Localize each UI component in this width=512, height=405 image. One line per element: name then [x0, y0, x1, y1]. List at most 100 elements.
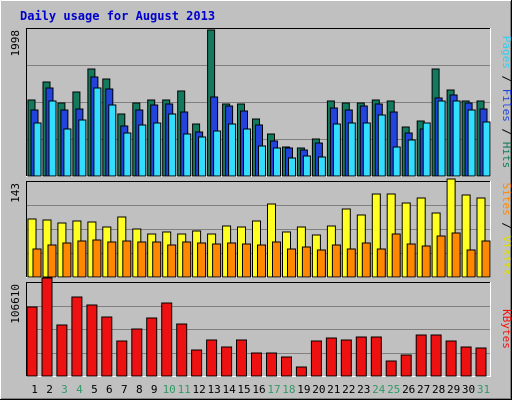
panel-kbytes-axis-title: KBytes [500, 309, 512, 349]
bar-pages-day-17 [273, 147, 281, 177]
bar-pages-day-22 [347, 122, 356, 177]
x-tick-label-day-7: 7 [121, 383, 128, 396]
bar-visits-day-26 [401, 202, 411, 278]
bar-sites-day-14 [227, 242, 237, 278]
bar-pages-day-4 [78, 119, 87, 177]
panel-kbytes-axis-title-part-0: KBytes [500, 309, 512, 349]
bar-kbytes-day-2 [41, 277, 53, 377]
bar-sites-day-2 [47, 244, 57, 278]
bar-sites-day-5 [92, 239, 102, 278]
bar-kbytes-day-15 [236, 339, 247, 377]
panel-requests-axis-title-part-1: / [500, 69, 512, 89]
bar-pages-day-3 [63, 128, 72, 177]
x-tick-label-day-25: 25 [387, 383, 400, 396]
panel-requests-axis-title-part-3: / [500, 122, 512, 142]
bar-pages-day-18 [288, 157, 296, 177]
panel-requests: 1998 Pages / Files / Hits [9, 28, 512, 177]
bar-sites-day-16 [257, 244, 266, 278]
bar-visits-day-31 [476, 197, 486, 278]
bar-visits-day-29 [446, 178, 456, 278]
bar-sites-day-22 [346, 248, 356, 278]
bar-pages-day-9 [153, 122, 162, 177]
bar-sites-day-31 [481, 240, 491, 278]
chart-title: Daily usage for August 2013 [20, 9, 215, 23]
chart-panels: 1998 Pages / Files / Hits 143 Sites / Visit… [9, 28, 512, 377]
bar-sites-day-6 [107, 241, 117, 278]
bar-pages-day-5 [93, 87, 102, 177]
bar-visits-day-22 [341, 208, 351, 278]
bar-sites-day-21 [331, 244, 341, 278]
bar-sites-day-4 [77, 240, 87, 278]
bar-pages-day-14 [228, 123, 237, 177]
x-tick-label-day-31: 31 [477, 383, 490, 396]
bar-kbytes-day-27 [415, 334, 427, 377]
bar-pages-day-12 [198, 136, 207, 177]
bar-kbytes-day-12 [191, 349, 203, 377]
bar-pages-day-30 [467, 109, 476, 177]
x-tick-label-day-10: 10 [163, 383, 176, 396]
x-tick-label-day-17: 17 [267, 383, 280, 396]
bar-sites-day-8 [137, 241, 147, 278]
x-tick-label-day-29: 29 [447, 383, 460, 396]
bar-pages-day-29 [452, 100, 461, 177]
bar-kbytes-day-26 [400, 354, 412, 377]
bar-kbytes-day-23 [355, 336, 367, 377]
x-tick-label-day-13: 13 [207, 383, 220, 396]
x-tick-label-day-5: 5 [91, 383, 98, 396]
bar-sites-day-12 [197, 242, 207, 278]
bar-pages-day-21 [332, 123, 341, 177]
bar-pages-day-16 [258, 145, 266, 177]
bar-kbytes-day-21 [325, 337, 337, 377]
x-tick-label-day-22: 22 [342, 383, 355, 396]
bar-kbytes-day-10 [161, 302, 173, 377]
bar-kbytes-day-14 [221, 346, 233, 377]
bar-visits-day-27 [416, 197, 426, 278]
x-tick-label-day-3: 3 [61, 383, 68, 396]
bar-sites-day-30 [466, 249, 476, 278]
bar-sites-day-17 [272, 241, 281, 278]
x-tick-label-day-2: 2 [46, 383, 53, 396]
x-tick-label-day-21: 21 [327, 383, 340, 396]
bar-sites-day-18 [287, 248, 296, 278]
bar-kbytes-day-29 [445, 340, 457, 377]
bar-sites-day-19 [301, 246, 311, 278]
bar-kbytes-day-20 [310, 340, 322, 377]
bar-pages-day-1 [33, 122, 42, 177]
bar-kbytes-day-6 [101, 316, 113, 377]
bar-pages-day-7 [123, 132, 132, 177]
x-tick-label-day-19: 19 [297, 383, 310, 396]
bar-sites-day-9 [152, 241, 162, 278]
panel-kbytes: 106610 KBytes [9, 277, 512, 377]
panel-requests-axis-title-part-0: Pages [500, 36, 512, 69]
panel-visits: 143 Sites / Visits [9, 178, 512, 278]
bar-pages-day-31 [482, 121, 491, 177]
bar-sites-day-27 [421, 245, 431, 278]
bar-pages-day-27 [422, 122, 431, 177]
x-tick-label-day-9: 9 [151, 383, 158, 396]
bar-sites-day-1 [32, 248, 42, 278]
x-axis-day-labels: 1 2 3 4 5 6 7 8 9 10 11 12 13 14 15 16 17 18 19 20 21 22 23 24 2… [31, 383, 490, 396]
bar-kbytes-day-5 [86, 304, 98, 377]
bar-pages-day-10 [168, 113, 177, 177]
bar-kbytes-day-22 [340, 339, 352, 377]
bar-kbytes-day-13 [206, 339, 218, 377]
bar-sites-day-10 [167, 244, 177, 278]
bar-sites-day-7 [122, 240, 132, 278]
x-tick-label-day-23: 23 [357, 383, 370, 396]
x-tick-label-day-4: 4 [76, 383, 83, 396]
bar-kbytes-day-17 [266, 352, 277, 377]
x-tick-label-day-24: 24 [372, 383, 386, 396]
bar-sites-day-20 [316, 249, 326, 278]
panel-visits-axis-title-part-0: Sites [500, 183, 512, 216]
panel-kbytes-max-label: 106610 [9, 284, 22, 324]
bar-sites-day-13 [212, 243, 222, 278]
bar-visits-day-30 [461, 194, 471, 278]
bar-pages-day-24 [377, 114, 386, 177]
panel-visits-axis-title-part-1: / [500, 216, 512, 236]
bar-pages-day-23 [362, 122, 371, 177]
x-tick-label-day-11: 11 [178, 383, 191, 396]
bar-kbytes-day-30 [460, 346, 472, 377]
x-tick-label-day-28: 28 [432, 383, 445, 396]
x-tick-label-day-16: 16 [252, 383, 265, 396]
